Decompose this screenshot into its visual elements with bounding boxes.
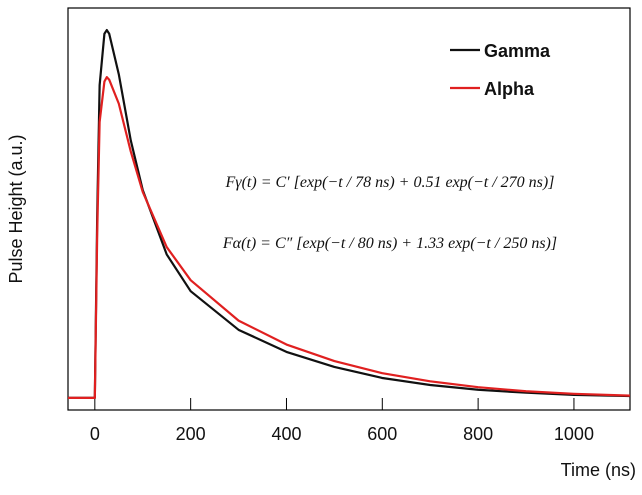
legend-label: Alpha — [484, 79, 535, 99]
legend-label: Gamma — [484, 41, 551, 61]
x-tick-label: 400 — [271, 424, 301, 444]
x-axis-label: Time (ns) — [561, 460, 636, 480]
equation: Fγ(t) = C′ [exp(−t / 78 ns) + 0.51 exp(−… — [225, 174, 555, 191]
x-tick-label: 0 — [90, 424, 100, 444]
equation: Fα(t) = C″ [exp(−t / 80 ns) + 1.33 exp(−… — [222, 235, 557, 252]
y-axis-label: Pulse Height (a.u.) — [6, 134, 26, 283]
x-tick-label: 600 — [367, 424, 397, 444]
plot-frame — [67, 7, 631, 411]
x-tick-label: 800 — [463, 424, 493, 444]
series-line — [68, 76, 631, 399]
x-tick-label: 1000 — [554, 424, 594, 444]
x-tick-label: 200 — [176, 424, 206, 444]
